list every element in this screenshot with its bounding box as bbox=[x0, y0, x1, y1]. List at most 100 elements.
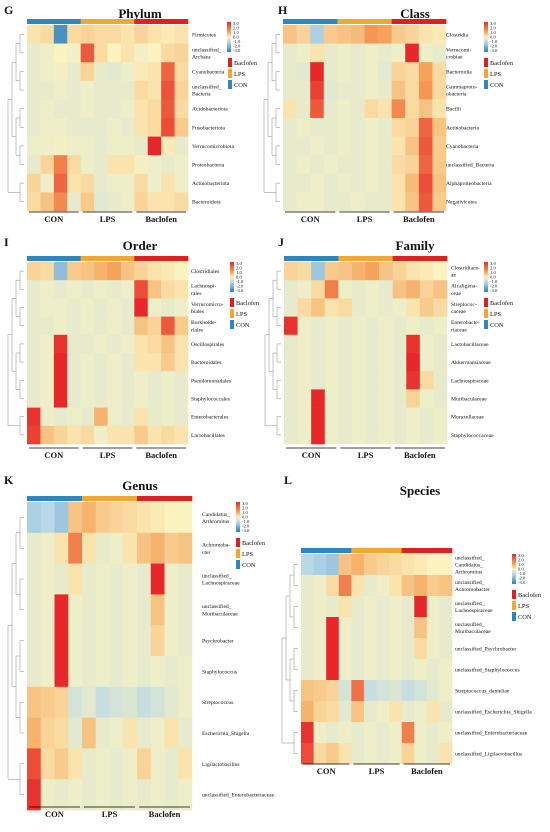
dendrogram-branch bbox=[19, 182, 24, 202]
heatmap-cell bbox=[419, 316, 434, 336]
row-label: Moraxellaceae bbox=[451, 415, 484, 421]
heatmap-cell bbox=[310, 62, 325, 82]
heatmap-cell bbox=[439, 743, 453, 765]
heatmap-cell bbox=[392, 262, 407, 281]
heatmap-cell bbox=[351, 638, 365, 660]
heatmap-cell bbox=[433, 353, 448, 372]
color-scale-tick: 3.0 bbox=[490, 261, 496, 266]
row-label-line: Akkermansiaceae bbox=[451, 360, 491, 366]
dendrogram-branch bbox=[7, 99, 20, 193]
row-label: Cyanobacteria bbox=[446, 144, 479, 150]
heatmap-cell bbox=[378, 155, 392, 175]
heatmap-cell bbox=[174, 334, 189, 354]
row-label-line: Lactobacillales bbox=[191, 433, 225, 439]
panel-genus: K Genus Candidatus_ Arthromitus Achromoba-ct… bbox=[4, 473, 275, 819]
heatmap-cell bbox=[120, 192, 135, 212]
group-label: LPS bbox=[102, 809, 118, 819]
heatmap-cell bbox=[94, 25, 108, 44]
heatmap-cell bbox=[364, 62, 379, 82]
heatmap-cell bbox=[123, 563, 138, 595]
heatmap-cell bbox=[178, 502, 193, 534]
heatmap-cell bbox=[338, 596, 352, 618]
heatmap-cell bbox=[161, 298, 175, 317]
row-label-line: rales bbox=[191, 291, 202, 297]
heatmap-cell bbox=[296, 80, 311, 100]
heatmap-cell bbox=[147, 334, 162, 354]
heatmap-cell bbox=[338, 554, 352, 576]
heatmap-cell bbox=[120, 407, 135, 427]
legend-swatch-lps bbox=[484, 309, 488, 318]
row-label: Fusobacteriota bbox=[192, 125, 225, 131]
heatmap-cell bbox=[40, 502, 55, 534]
heatmap-cell bbox=[350, 173, 365, 193]
heatmap-cell bbox=[283, 43, 297, 63]
heatmap-cell bbox=[296, 192, 311, 212]
heatmap-cell bbox=[161, 118, 175, 137]
heatmap-cell bbox=[363, 722, 377, 744]
heatmap-cell bbox=[311, 389, 326, 408]
heatmap-cell bbox=[376, 722, 390, 744]
heatmap-cell bbox=[363, 617, 377, 639]
color-scale-tick: -2.0 bbox=[518, 576, 526, 581]
dendrogram-branch bbox=[19, 640, 24, 672]
heatmap-cell bbox=[40, 262, 55, 281]
heatmap-cell bbox=[391, 25, 406, 44]
heatmap-cell bbox=[297, 280, 312, 299]
heatmap-cell bbox=[134, 43, 149, 63]
heatmap-cell bbox=[80, 99, 95, 119]
legend-swatch-baclofen bbox=[236, 538, 240, 547]
dendrogram-branch bbox=[275, 108, 280, 128]
heatmap-cell bbox=[94, 425, 108, 445]
color-scale-tick: -1.0 bbox=[236, 279, 244, 284]
heatmap-cell bbox=[326, 554, 340, 576]
color-scale-tick: 1.0 bbox=[518, 562, 524, 567]
heatmap-cell bbox=[326, 638, 340, 660]
color-scale-tick: 0.0 bbox=[236, 275, 242, 280]
heatmap-cell bbox=[405, 62, 420, 82]
heatmap-cell bbox=[27, 173, 41, 193]
color-scale-tick: -1.0 bbox=[518, 571, 526, 576]
heatmap-cell bbox=[95, 748, 110, 780]
heatmap-cell bbox=[161, 316, 175, 336]
heatmap-cell bbox=[418, 173, 433, 193]
heatmap-cell bbox=[283, 62, 297, 82]
heatmap-cell bbox=[27, 779, 42, 811]
heatmap-cell bbox=[95, 594, 110, 626]
heatmap-cell bbox=[311, 407, 326, 427]
heatmap-cell bbox=[297, 407, 312, 427]
heatmap-cell bbox=[433, 298, 448, 317]
heatmap-cell bbox=[54, 502, 69, 534]
heatmap-cell bbox=[68, 594, 83, 626]
heatmap-cell bbox=[433, 334, 448, 354]
heatmap-cell bbox=[296, 118, 311, 137]
heatmap-cell bbox=[310, 192, 325, 212]
heatmap-cell bbox=[414, 701, 428, 723]
heatmap-cell bbox=[405, 192, 420, 212]
heatmap-cell bbox=[80, 192, 95, 212]
row-label: Alcaligena-ceae bbox=[451, 284, 477, 297]
heatmap-cell bbox=[174, 298, 189, 317]
heatmap-cell bbox=[338, 722, 352, 744]
row-label: Firmicutes bbox=[192, 32, 216, 38]
row-label-line: riales bbox=[191, 327, 203, 333]
heatmap-cell bbox=[147, 43, 162, 63]
heatmap-cell bbox=[80, 280, 95, 299]
heatmap-cell bbox=[283, 136, 297, 156]
dendrogram-branch bbox=[263, 99, 276, 193]
heatmap-cell bbox=[310, 118, 325, 137]
row-label: Negativicutes bbox=[446, 200, 477, 206]
heatmap-cell bbox=[405, 80, 420, 100]
heatmap-cell bbox=[323, 25, 338, 44]
heatmap-cell bbox=[80, 298, 95, 317]
row-label: Lachnospiraceae bbox=[451, 378, 489, 384]
heatmap-cell bbox=[94, 155, 108, 175]
heatmap-cell bbox=[350, 62, 365, 82]
heatmap-cell bbox=[109, 748, 124, 780]
heatmap-cell bbox=[120, 43, 135, 63]
heatmap-cell bbox=[391, 173, 406, 193]
heatmap-cell bbox=[350, 136, 365, 156]
heatmap-cell bbox=[67, 371, 81, 390]
heatmap-cell bbox=[137, 563, 152, 595]
heatmap-cell bbox=[337, 80, 352, 100]
legend-label: Baclofen bbox=[234, 60, 258, 67]
